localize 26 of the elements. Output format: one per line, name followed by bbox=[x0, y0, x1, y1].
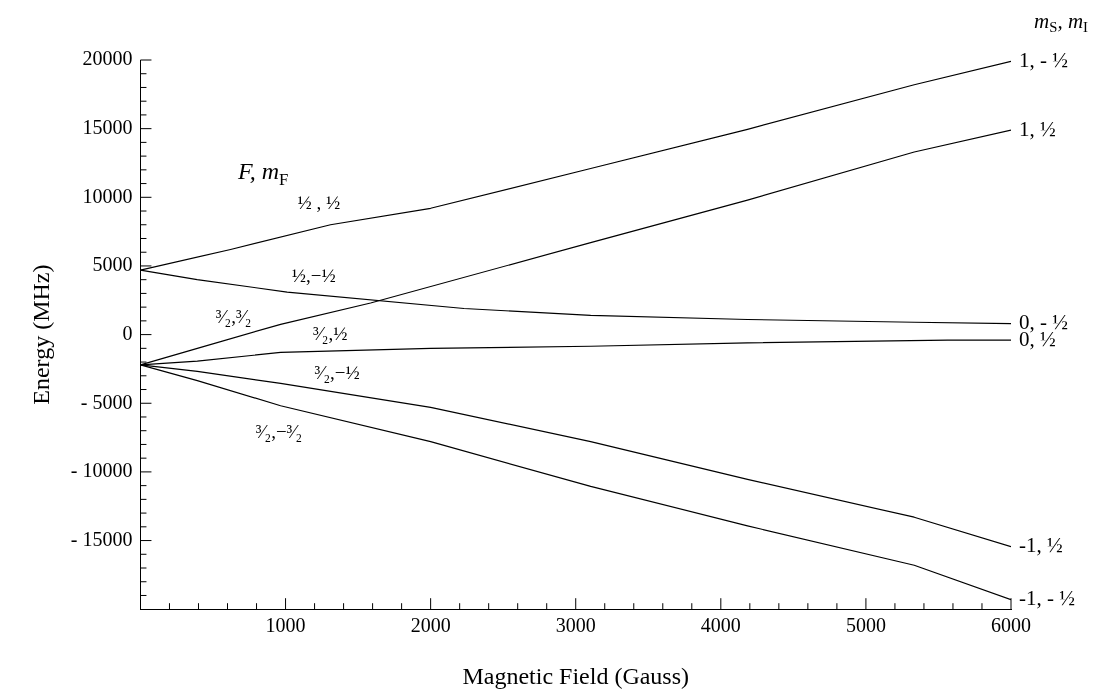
annotation: ³⁄₂,³⁄₂ bbox=[215, 306, 252, 328]
x-tick-label: 4000 bbox=[700, 614, 741, 637]
series-label: -1, - ½ bbox=[1019, 586, 1075, 611]
series-label: 1, - ½ bbox=[1019, 47, 1068, 72]
series-label: -1, ½ bbox=[1019, 533, 1063, 558]
y-tick-label: 20000 bbox=[82, 47, 133, 70]
x-axis-title: Magnetic Field (Gauss) bbox=[462, 662, 690, 689]
x-tick-label: 6000 bbox=[991, 614, 1031, 637]
annotation: ³⁄₂,−³⁄₂ bbox=[255, 420, 303, 442]
y-tick-label: - 10000 bbox=[70, 459, 133, 482]
x-tick-label: 1000 bbox=[265, 614, 306, 637]
annotation: ½ , ½ bbox=[297, 191, 341, 213]
y-tick-label: 0 bbox=[122, 321, 133, 344]
annotation: ³⁄₂,−½ bbox=[314, 362, 360, 384]
y-tick-label: - 5000 bbox=[80, 390, 133, 413]
y-axis-title: Energy (MHz) bbox=[27, 264, 54, 405]
annotation: ³⁄₂,½ bbox=[312, 322, 348, 344]
y-tick-label: 15000 bbox=[82, 115, 133, 138]
y-tick-label: 10000 bbox=[82, 184, 133, 207]
annotation: ½,−½ bbox=[291, 264, 336, 286]
series-label: 1, ½ bbox=[1019, 116, 1056, 141]
y-tick-label: 5000 bbox=[92, 253, 133, 276]
x-tick-label: 2000 bbox=[410, 614, 451, 637]
y-tick-label: - 15000 bbox=[70, 527, 133, 550]
x-tick-label: 3000 bbox=[555, 614, 596, 637]
x-tick-label: 5000 bbox=[845, 614, 886, 637]
